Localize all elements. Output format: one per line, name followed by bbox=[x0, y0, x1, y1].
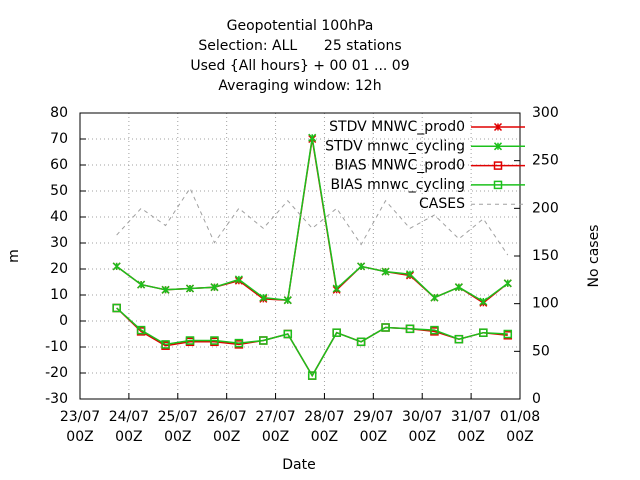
point-marker bbox=[210, 283, 219, 292]
x-tick-label: 01/08 00Z bbox=[499, 409, 541, 445]
point-marker bbox=[283, 296, 292, 305]
legend-label: STDV mnwc_cycling bbox=[325, 138, 465, 154]
y-tick-label: -10 bbox=[45, 339, 68, 355]
point-marker bbox=[332, 284, 341, 293]
chart-title: Averaging window: 12h bbox=[218, 78, 381, 94]
chart-title: Selection: ALL 25 stations bbox=[198, 38, 401, 54]
y-tick-label: -20 bbox=[45, 365, 68, 381]
point-marker bbox=[430, 293, 439, 302]
point-marker bbox=[356, 337, 366, 347]
point-marker bbox=[307, 371, 317, 380]
x-tick-label: 28/07 00Z bbox=[304, 409, 345, 445]
y-tick-label: 60 bbox=[50, 157, 68, 173]
point-marker bbox=[503, 279, 512, 288]
point-marker bbox=[161, 285, 170, 294]
y-tick-label: 0 bbox=[59, 313, 68, 329]
point-marker bbox=[308, 133, 317, 142]
chart-title: Geopotential 100hPa bbox=[227, 18, 374, 34]
point-marker bbox=[112, 303, 121, 313]
point-marker bbox=[479, 328, 488, 337]
point-marker bbox=[259, 336, 268, 345]
legend-marker bbox=[493, 161, 503, 170]
point-marker bbox=[405, 324, 415, 334]
legend-label: BIAS MNWC_prod0 bbox=[334, 158, 465, 174]
y-tick-label: 30 bbox=[50, 235, 68, 251]
x-tick-label: 24/07 00Z bbox=[108, 409, 150, 445]
y2-tick-label: 200 bbox=[532, 200, 559, 216]
point-marker bbox=[136, 325, 146, 335]
y-tick-label: 10 bbox=[50, 287, 68, 303]
series-line bbox=[116, 307, 508, 378]
x-tick-label: 23/07 00Z bbox=[59, 409, 101, 445]
y-tick-label: 40 bbox=[50, 209, 68, 225]
chart-title: Used {All hours} + 00 01 ... 09 bbox=[190, 58, 409, 74]
y-tick-label: 50 bbox=[50, 183, 68, 199]
point-marker bbox=[112, 262, 121, 271]
y2-axis-label: No cases bbox=[586, 225, 602, 288]
series-line bbox=[116, 307, 508, 378]
x-tick-label: 27/07 00Z bbox=[255, 409, 296, 445]
x-tick-label: 25/07 00Z bbox=[157, 409, 198, 445]
legend-marker bbox=[493, 142, 503, 151]
point-marker bbox=[405, 270, 415, 279]
legend-label: STDV MNWC_prod0 bbox=[329, 119, 465, 135]
y-tick-label: -30 bbox=[45, 391, 68, 407]
point-marker bbox=[185, 284, 195, 293]
legend-marker bbox=[493, 180, 503, 190]
x-axis-label: Date bbox=[282, 457, 315, 473]
point-marker bbox=[381, 267, 390, 276]
point-marker bbox=[210, 336, 219, 345]
point-marker bbox=[332, 328, 341, 337]
point-marker bbox=[430, 325, 439, 335]
x-tick-label: 30/07 00Z bbox=[402, 409, 443, 445]
point-marker bbox=[234, 338, 244, 348]
y-tick-label: 20 bbox=[50, 261, 68, 277]
point-marker bbox=[259, 293, 268, 302]
y2-tick-label: 50 bbox=[532, 343, 550, 359]
legend-marker bbox=[493, 122, 503, 132]
plot-border bbox=[79, 112, 521, 400]
point-marker bbox=[161, 340, 170, 349]
y2-tick-label: 100 bbox=[532, 296, 559, 312]
y-tick-label: 80 bbox=[50, 105, 68, 121]
point-marker bbox=[234, 275, 243, 284]
legend-label: CASES bbox=[419, 196, 465, 212]
point-marker bbox=[381, 323, 390, 332]
point-marker bbox=[503, 329, 513, 339]
y-tick-label: 70 bbox=[50, 131, 68, 147]
x-tick-label: 31/07 00Z bbox=[450, 409, 492, 445]
y-axis-label: m bbox=[6, 249, 22, 263]
point-marker bbox=[479, 297, 488, 306]
y2-tick-label: 300 bbox=[532, 105, 559, 121]
point-marker bbox=[185, 336, 195, 345]
point-marker bbox=[283, 329, 293, 339]
point-marker bbox=[137, 280, 146, 289]
y2-tick-label: 0 bbox=[532, 391, 541, 407]
x-tick-label: 29/07 00Z bbox=[353, 409, 394, 445]
legend-label: BIAS mnwc_cycling bbox=[330, 177, 465, 193]
point-marker bbox=[357, 262, 366, 271]
point-marker bbox=[454, 283, 463, 292]
y2-tick-label: 150 bbox=[532, 248, 559, 264]
x-tick-label: 26/07 00Z bbox=[206, 409, 247, 445]
point-marker bbox=[454, 334, 464, 344]
y2-tick-label: 250 bbox=[532, 153, 559, 169]
